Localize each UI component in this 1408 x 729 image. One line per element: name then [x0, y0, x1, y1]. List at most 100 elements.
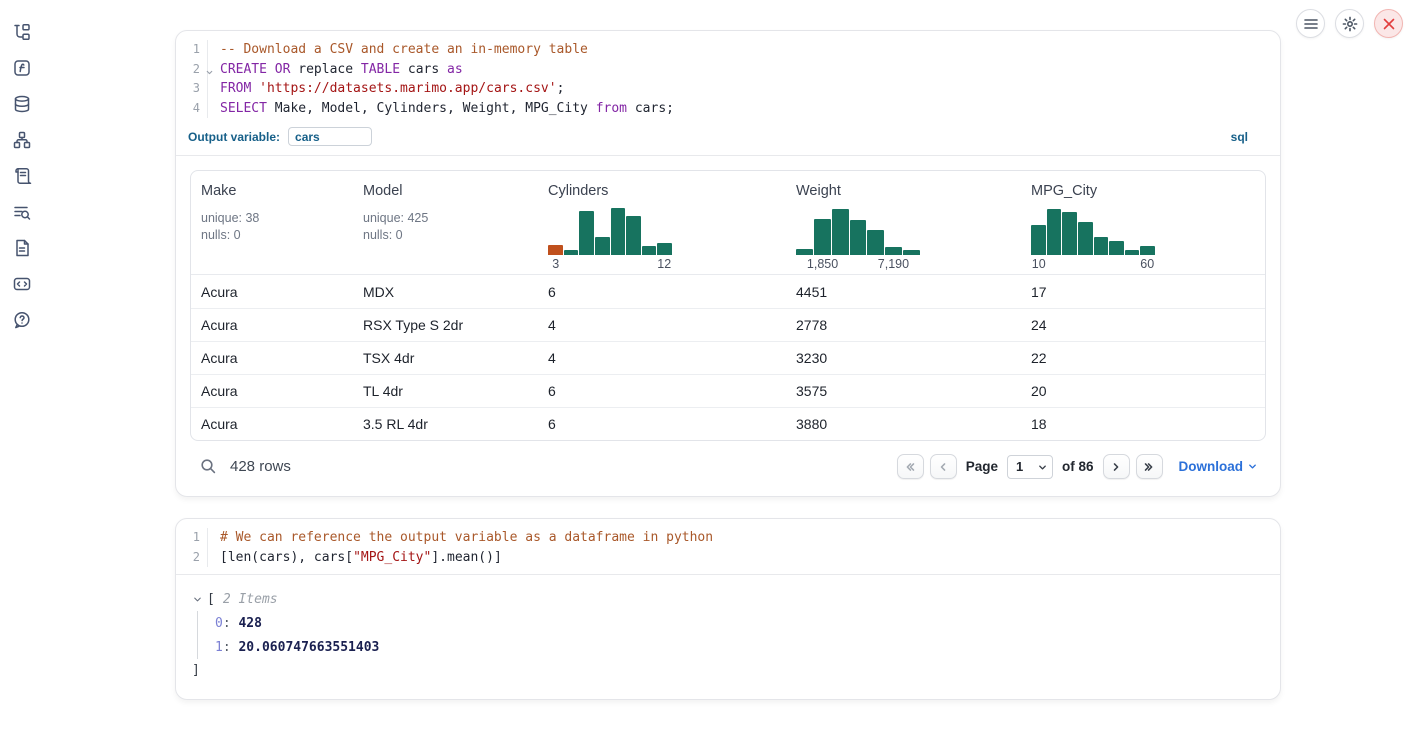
snippets-icon[interactable] — [12, 274, 32, 294]
table-cell: Acura — [201, 317, 238, 333]
histogram-bar — [594, 236, 610, 255]
cell-divider — [176, 155, 1280, 156]
histogram-bar — [813, 218, 831, 255]
python-output-tree: [ 2 Items 0: 428 1: 20.060747663551403 ] — [176, 575, 1280, 699]
page-select[interactable]: 1 — [1006, 454, 1053, 479]
tree-entry: 1: 20.060747663551403 — [215, 639, 380, 655]
code-line[interactable]: 1 -- Download a CSV and create an in-memo… — [176, 40, 1280, 60]
data-table: Make unique: 38 nulls: 0 Model unique: 425 nu… — [190, 170, 1266, 441]
histogram-tick-label: 7,190 — [877, 257, 910, 271]
table-cell: 3.5 RL 4dr — [363, 416, 428, 432]
table-row[interactable]: Acura TL 4dr 6 3575 20 — [191, 374, 1265, 407]
column-label[interactable]: Cylinders — [548, 183, 609, 199]
python-code-editor[interactable]: 1 # We can reference the output variable … — [176, 519, 1280, 574]
table-cell: 4 — [548, 350, 556, 366]
settings-button[interactable] — [1335, 9, 1364, 38]
column-label[interactable]: Model — [363, 183, 403, 199]
column-label[interactable]: Make — [201, 183, 237, 199]
help-icon[interactable] — [12, 310, 32, 330]
collapse-chevron-icon[interactable] — [192, 594, 203, 605]
histogram-bar — [626, 216, 641, 255]
histogram-bar — [1093, 236, 1109, 255]
histogram-bar — [579, 211, 594, 255]
code-line[interactable]: 1 # We can reference the output variable … — [176, 528, 1280, 548]
output-variable-input[interactable] — [288, 127, 373, 146]
menu-button[interactable] — [1296, 9, 1325, 38]
page-count-label: of 86 — [1061, 459, 1094, 474]
histogram-bar — [610, 207, 626, 255]
code-text: [len(cars), cars["MPG_City"].mean()] — [220, 549, 502, 565]
table-cell: 3575 — [796, 383, 828, 399]
table-cell: 20 — [1031, 383, 1047, 399]
sidebar — [0, 22, 44, 330]
table-body: Acura MDX 6 4451 17 Acura RSX Type S 2dr 4 2778 2… — [191, 275, 1265, 440]
histogram-bar — [903, 249, 921, 255]
logs-icon[interactable] — [12, 202, 32, 222]
line-number: 1 — [176, 40, 208, 60]
previous-page-button[interactable] — [929, 454, 957, 479]
table-row[interactable]: Acura TSX 4dr 4 3230 22 — [191, 341, 1265, 374]
histogram-bar — [548, 245, 563, 255]
search-icon[interactable] — [200, 458, 217, 475]
table-cell: 24 — [1031, 317, 1047, 333]
code-text: FROM 'https://datasets.marimo.app/cars.c… — [220, 81, 565, 96]
column-stats: unique: 425 nulls: 0 — [363, 211, 429, 242]
table-footer-left: 428 rows — [200, 458, 291, 475]
histogram-bar — [1046, 208, 1062, 255]
language-tag: sql — [1230, 129, 1248, 144]
last-page-button[interactable] — [1135, 454, 1163, 479]
dependency-graph-icon[interactable] — [12, 130, 32, 150]
code-text: -- Download a CSV and create an in-memor… — [220, 42, 588, 57]
sql-output-area: Make unique: 38 nulls: 0 Model unique: 425 nu… — [176, 156, 1280, 496]
column-histogram: 3 12 — [548, 199, 672, 272]
table-cell: Acura — [201, 383, 238, 399]
tree-items-count: 2 Items — [222, 592, 278, 607]
close-button[interactable] — [1374, 9, 1403, 38]
code-line[interactable]: 2 CREATE OR replace TABLE cars as — [176, 59, 1280, 79]
histogram-bar — [1109, 241, 1124, 255]
documentation-icon[interactable] — [12, 238, 32, 258]
fold-chevron-icon[interactable] — [205, 64, 214, 84]
scratchpad-icon[interactable] — [12, 166, 32, 186]
histogram-bar — [563, 250, 579, 255]
table-row[interactable]: Acura MDX 6 4451 17 — [191, 275, 1265, 308]
tree-root-row: [ 2 Items — [192, 589, 1264, 610]
code-line[interactable]: 2 [len(cars), cars["MPG_City"].mean()] — [176, 547, 1280, 567]
code-line[interactable]: 3 FROM 'https://datasets.marimo.app/cars.… — [176, 79, 1280, 99]
table-column-header: Cylinders 3 12 — [538, 183, 786, 274]
line-number: 2 — [176, 547, 208, 567]
pagination: Page 1 of 86 Download — [896, 454, 1259, 479]
table-cell: 4 — [548, 317, 556, 333]
sql-meta-row: Output variable: sql — [176, 125, 1280, 155]
page-select-wrap: 1 — [1006, 454, 1053, 479]
page-label: Page — [965, 459, 998, 474]
table-row[interactable]: Acura RSX Type S 2dr 4 2778 24 — [191, 308, 1265, 341]
column-stats: unique: 38 nulls: 0 — [201, 211, 260, 242]
output-variable-label: Output variable: — [188, 129, 281, 144]
table-cell: 6 — [548, 416, 556, 432]
sql-code-editor[interactable]: 1 -- Download a CSV and create an in-memo… — [176, 31, 1280, 125]
next-page-button[interactable] — [1102, 454, 1130, 479]
table-cell: 17 — [1031, 283, 1047, 300]
table-row[interactable]: Acura 3.5 RL 4dr 6 3880 18 — [191, 407, 1265, 440]
datasources-icon[interactable] — [12, 94, 32, 114]
column-label[interactable]: Weight — [796, 183, 841, 199]
table-cell: TL 4dr — [363, 383, 403, 399]
functions-icon[interactable] — [12, 58, 32, 78]
file-tree-icon[interactable] — [12, 22, 32, 42]
tree-entry-key: 1 — [215, 639, 223, 655]
column-label[interactable]: MPG_City — [1031, 183, 1098, 199]
tree-entry-value: 428 — [238, 615, 262, 631]
sql-cell: 1 -- Download a CSV and create an in-memo… — [175, 30, 1281, 497]
table-cell: 2778 — [796, 317, 828, 333]
download-label: Download — [1178, 459, 1244, 474]
histogram-tick-label: 1,850 — [806, 257, 839, 271]
table-cell: 6 — [548, 383, 556, 399]
histogram-bar — [831, 209, 849, 255]
code-line[interactable]: 4 SELECT Make, Model, Cylinders, Weight, … — [176, 98, 1280, 118]
first-page-button[interactable] — [896, 454, 924, 479]
code-text: CREATE OR replace TABLE cars as — [220, 61, 463, 77]
code-text: SELECT Make, Model, Cylinders, Weight, M… — [220, 100, 674, 116]
column-histogram: 1,850 7,190 — [796, 199, 921, 272]
download-button[interactable]: Download — [1179, 459, 1259, 474]
